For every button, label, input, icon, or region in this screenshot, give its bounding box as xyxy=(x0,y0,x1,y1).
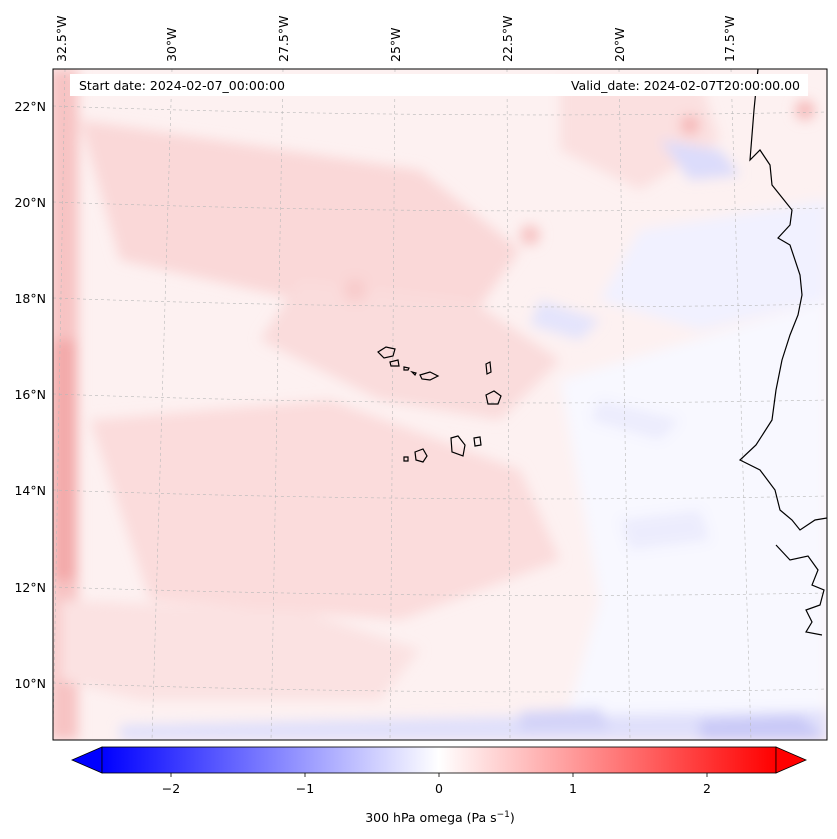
lon-label: 20°W xyxy=(612,27,627,62)
colorbar-title: 300 hPa omega (Pa s−1) xyxy=(365,810,515,825)
latitude-labels: 22°N 20°N 18°N 16°N 14°N 12°N 10°N xyxy=(14,99,46,691)
colorbar-tick-label: 1 xyxy=(569,781,577,796)
valid-date-text: Valid_date: 2024-02-07T20:00:00.00 xyxy=(571,78,800,93)
lon-label: 22.5°W xyxy=(500,16,515,62)
lon-label: 27.5°W xyxy=(276,16,291,62)
omega-field xyxy=(53,69,827,740)
lat-label: 14°N xyxy=(14,483,46,498)
colorbar-low-extend xyxy=(70,746,103,774)
lat-label: 20°N xyxy=(14,195,46,210)
colorbar-tick-label: −2 xyxy=(162,781,180,796)
lat-label: 18°N xyxy=(14,291,46,306)
africa-coastline xyxy=(738,69,827,636)
lon-label: 32.5°W xyxy=(54,16,69,62)
lon-label: 17.5°W xyxy=(722,16,737,62)
start-date-text: Start date: 2024-02-07_00:00:00 xyxy=(79,78,285,93)
colorbar-gradient xyxy=(101,746,777,774)
cape-verde-islands xyxy=(377,346,502,463)
longitude-labels: 32.5°W 30°W 27.5°W 25°W 22.5°W 20°W 17.5… xyxy=(54,16,737,62)
colorbar-tick-label: 2 xyxy=(703,781,711,796)
lon-label: 25°W xyxy=(388,27,403,62)
colorbar: −2 −1 0 1 2 300 hPa omega (Pa s−1) xyxy=(70,746,808,825)
colorbar-tick-label: 0 xyxy=(435,781,443,796)
lon-label: 30°W xyxy=(164,27,179,62)
lat-label: 22°N xyxy=(14,99,46,114)
colorbar-high-extend xyxy=(775,746,808,774)
map-frame xyxy=(52,68,828,741)
graticule xyxy=(53,69,827,740)
info-box xyxy=(70,74,808,96)
lat-label: 12°N xyxy=(14,580,46,595)
lat-label: 10°N xyxy=(14,676,46,691)
colorbar-tick-label: −1 xyxy=(296,781,314,796)
lat-label: 16°N xyxy=(14,387,46,402)
